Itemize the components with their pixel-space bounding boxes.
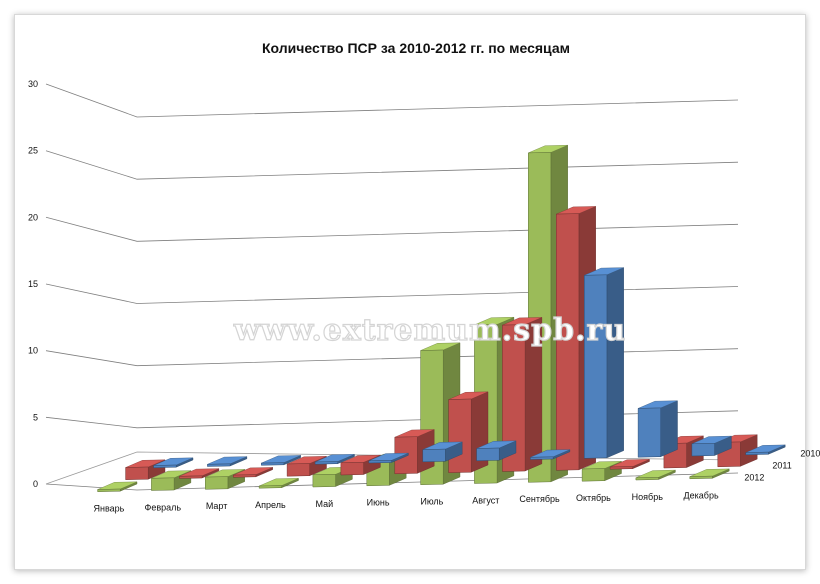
bar-2010-Ноябрь — [691, 435, 732, 457]
x-tick-label: Май — [315, 499, 333, 509]
bar-2012-Апрель — [258, 477, 299, 489]
bar-2010-Январь — [153, 457, 194, 468]
bar-2011-Июль — [448, 391, 489, 473]
bar-front — [637, 407, 661, 458]
bar-front — [581, 468, 605, 482]
x-tick-label: Январь — [93, 503, 124, 513]
bar-2010-Октябрь — [637, 400, 678, 458]
x-tick-label: Февраль — [145, 502, 182, 512]
x-tick-label: Июль — [420, 496, 443, 506]
bars — [97, 144, 786, 492]
bar-front — [286, 463, 310, 477]
bar-front — [691, 443, 715, 457]
bar-front — [689, 475, 713, 480]
bar-2010-Март — [261, 455, 301, 466]
x-tick-label: Декабрь — [684, 491, 719, 501]
gridline-10 — [45, 348, 739, 367]
bar-front — [422, 448, 446, 463]
bar-front — [258, 485, 282, 489]
y-tick-label: 0 — [33, 479, 38, 489]
watermark-text: www.extremum.spb.ru — [233, 313, 626, 348]
bar-2012-Январь — [97, 481, 138, 492]
bar-2010-Сентябрь — [584, 267, 624, 459]
y-tick-label: 20 — [28, 212, 38, 222]
y-axis-labels: 0 5 10 15 20 25 30 — [28, 79, 38, 489]
bar-front — [125, 466, 149, 480]
bar-side — [606, 267, 624, 459]
x-tick-label: Июнь — [367, 498, 390, 508]
bar-2010-Май — [368, 452, 409, 464]
bar-front — [745, 451, 769, 456]
bar-2011-Август — [502, 317, 543, 472]
x-tick-label: Ноябрь — [632, 492, 664, 502]
x-tick-label: Октябрь — [576, 493, 611, 503]
bar-front — [314, 461, 338, 465]
bar-front — [584, 274, 608, 459]
depth-axis-labels: 2010 2011 2012 — [744, 448, 820, 482]
bar-2010-Февраль — [207, 456, 248, 467]
gridline-30 — [45, 83, 739, 118]
y-tick-label: 25 — [28, 146, 38, 156]
x-axis-labels: Январь Февраль Март Апрель Май Июнь Июль Август… — [93, 491, 718, 514]
bar-2011-Январь — [125, 459, 166, 480]
x-tick-label: Апрель — [255, 500, 286, 510]
gridline-15 — [45, 283, 739, 304]
bar-front — [312, 474, 336, 488]
bar-front — [261, 462, 285, 466]
bar-2012-Октябрь — [581, 460, 622, 482]
bar-front — [340, 462, 364, 476]
y-tick-label: 10 — [28, 346, 38, 356]
bar-front — [205, 476, 229, 490]
bar-front — [609, 466, 633, 470]
bar-front — [530, 456, 554, 460]
bar-2010-Апрель — [314, 453, 355, 465]
gridlines — [45, 83, 739, 491]
bar-2010-Июль — [476, 440, 517, 461]
bar-front — [556, 213, 580, 471]
gridline-20 — [45, 216, 739, 242]
bar-2012-Ноябрь — [635, 469, 676, 481]
bar-front — [233, 474, 257, 478]
bar-front — [97, 488, 121, 492]
bar-front — [207, 463, 231, 467]
series-label-2012: 2012 — [744, 472, 764, 482]
bar-2012-Декабрь — [689, 468, 730, 480]
x-tick-label: Сентябрь — [519, 494, 560, 504]
chart-title: Количество ПСР за 2010-2012 гг. по месяц… — [262, 40, 570, 56]
series-label-2010: 2010 — [800, 448, 820, 458]
bar-2010-Декабрь — [745, 444, 786, 456]
x-tick-label: Март — [206, 501, 228, 511]
y-tick-label: 15 — [28, 279, 38, 289]
bar-front — [476, 447, 500, 461]
bar-front — [635, 477, 659, 481]
bar-2010-Июнь — [422, 441, 463, 463]
series-label-2011: 2011 — [772, 460, 791, 470]
bar-front — [179, 475, 203, 479]
bar-side — [660, 400, 678, 458]
y-tick-label: 30 — [28, 79, 38, 89]
bar-front — [368, 460, 392, 464]
bar-2010-Август — [530, 449, 571, 460]
bar-2011-Февраль — [179, 468, 220, 479]
bar-front — [448, 398, 472, 473]
bar-front — [153, 464, 177, 468]
x-tick-label: Август — [472, 495, 499, 505]
y-tick-label: 5 — [33, 412, 38, 422]
gridline-5 — [45, 410, 739, 429]
gridline-25 — [45, 150, 739, 180]
bar-2011-Октябрь — [609, 458, 650, 470]
bar-2011-Март — [233, 467, 273, 478]
bar-front — [151, 477, 175, 491]
bar-front — [502, 324, 526, 472]
